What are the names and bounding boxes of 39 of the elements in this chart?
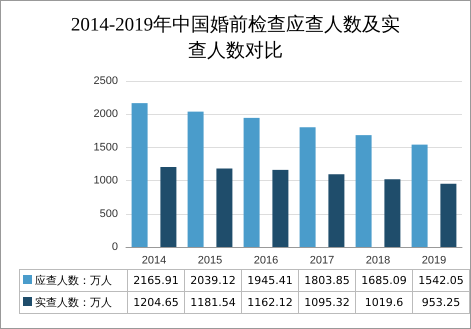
bar <box>132 103 148 247</box>
data-label: 1181.54 <box>184 292 242 314</box>
legend-label: 应查人数：万人 <box>20 270 128 292</box>
bar <box>300 127 316 247</box>
y-tick-label: 1500 <box>94 141 118 154</box>
data-label: 1542.05 <box>412 270 470 292</box>
bar <box>160 167 176 247</box>
x-tick-label: 2017 <box>310 254 334 266</box>
bar <box>440 184 456 247</box>
x-tick-label: 2016 <box>254 254 278 266</box>
x-tick-label: 2015 <box>198 254 222 266</box>
bar <box>188 112 204 247</box>
legend-label: 实查人数：万人 <box>20 292 128 314</box>
bar <box>384 179 400 247</box>
bar <box>328 174 344 247</box>
data-label: 2165.91 <box>128 270 184 292</box>
y-tick-label: 1000 <box>94 174 118 187</box>
x-tick-label: 2014 <box>142 254 166 266</box>
bar <box>412 144 428 247</box>
data-label: 953.25 <box>412 292 470 314</box>
y-tick-label: 2000 <box>94 108 118 120</box>
bar <box>272 170 288 247</box>
data-label: 1095.32 <box>298 292 356 314</box>
y-tick-label: 500 <box>100 208 118 220</box>
data-label: 1019.6 <box>356 292 412 314</box>
data-label: 1685.09 <box>356 270 412 292</box>
chart-title: 2014-2019年中国婚前检查应查人数及实查人数对比 <box>70 14 400 62</box>
x-tick-label: 2018 <box>366 254 390 266</box>
y-tick-label: 2500 <box>94 75 118 87</box>
bar <box>356 135 372 247</box>
y-tick-label: 0 <box>112 241 118 253</box>
x-tick-label: 2019 <box>422 254 446 266</box>
data-label: 1945.41 <box>242 270 298 292</box>
data-label: 1162.12 <box>242 292 298 314</box>
data-label: 2039.12 <box>184 270 242 292</box>
data-label: 1204.65 <box>128 292 184 314</box>
bar <box>244 118 260 247</box>
data-label: 1803.85 <box>298 270 356 292</box>
bar <box>216 168 232 247</box>
